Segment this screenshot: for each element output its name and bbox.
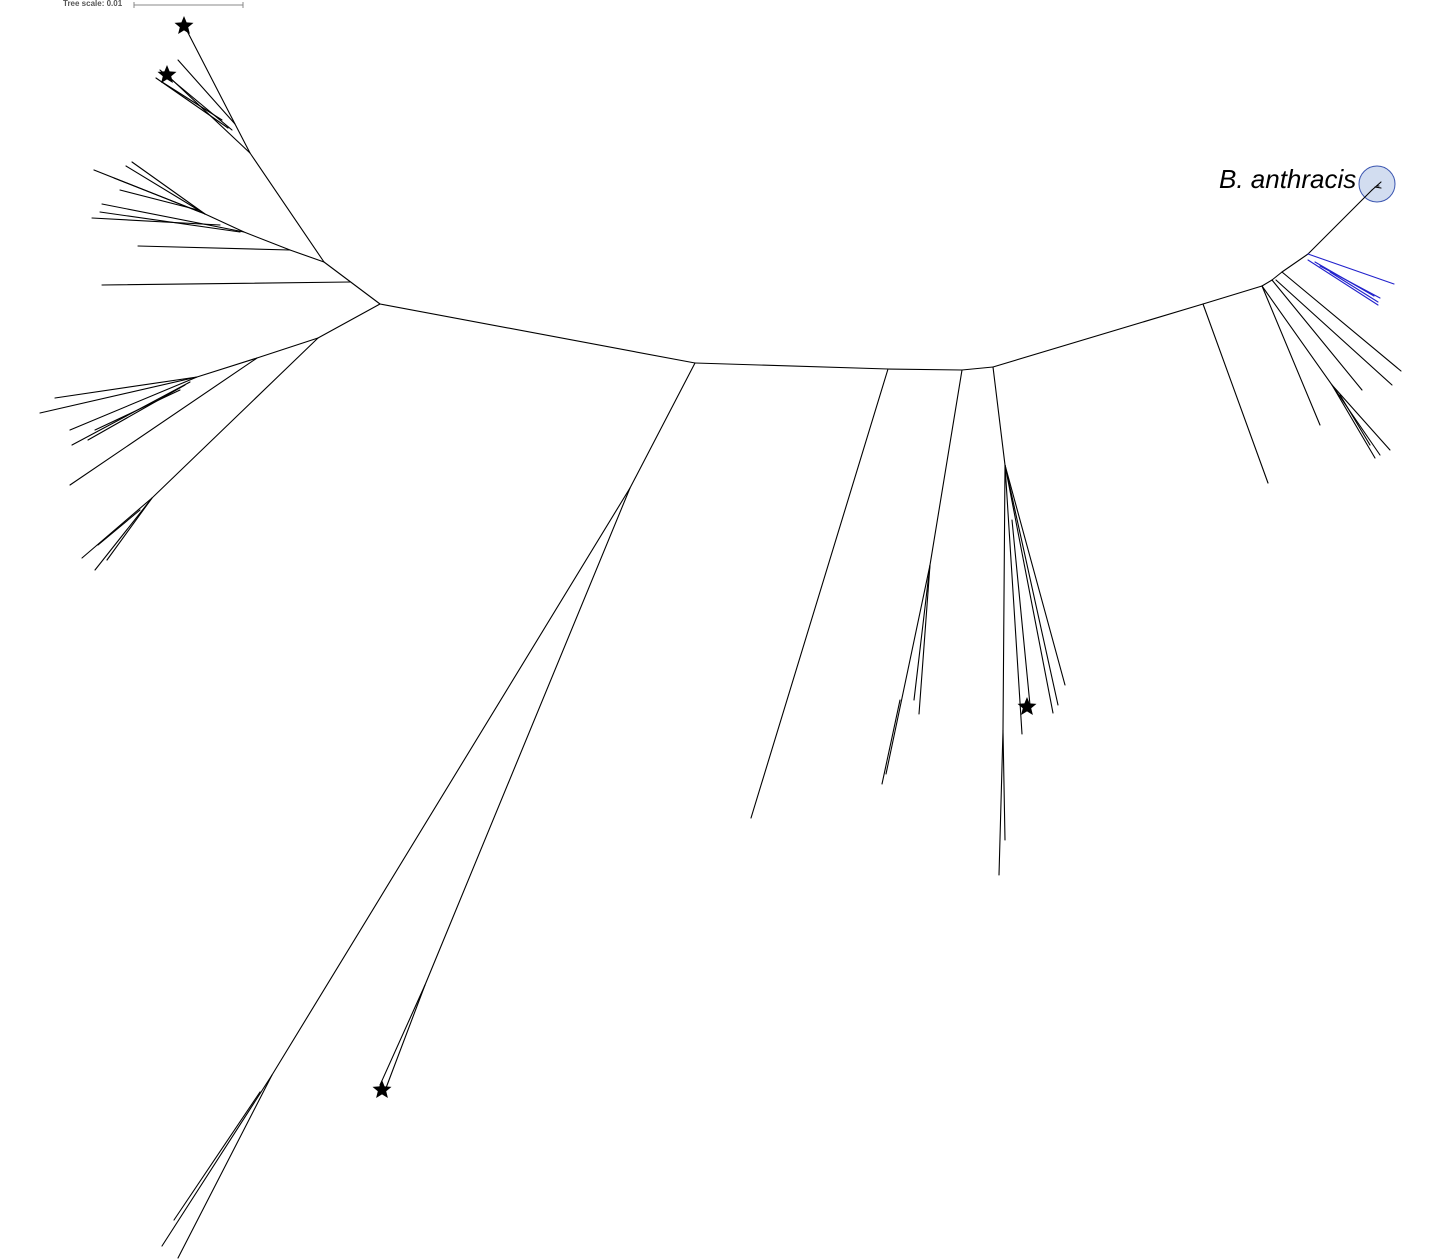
tree-scale-bar [133, 2, 244, 8]
clade-label-b-anthracis: B. anthracis [1219, 164, 1357, 194]
clade-highlight-circle [1358, 165, 1396, 203]
tree-scale-label: Tree scale: 0.01 [63, 0, 123, 8]
star-icon [174, 16, 194, 34]
star-icon [372, 1080, 392, 1098]
tree-branches [39, 24, 1402, 1259]
star-markers [157, 16, 1037, 1098]
highlighted-branches [1307, 253, 1395, 306]
star-icon [1017, 697, 1037, 715]
star-icon [157, 65, 177, 83]
